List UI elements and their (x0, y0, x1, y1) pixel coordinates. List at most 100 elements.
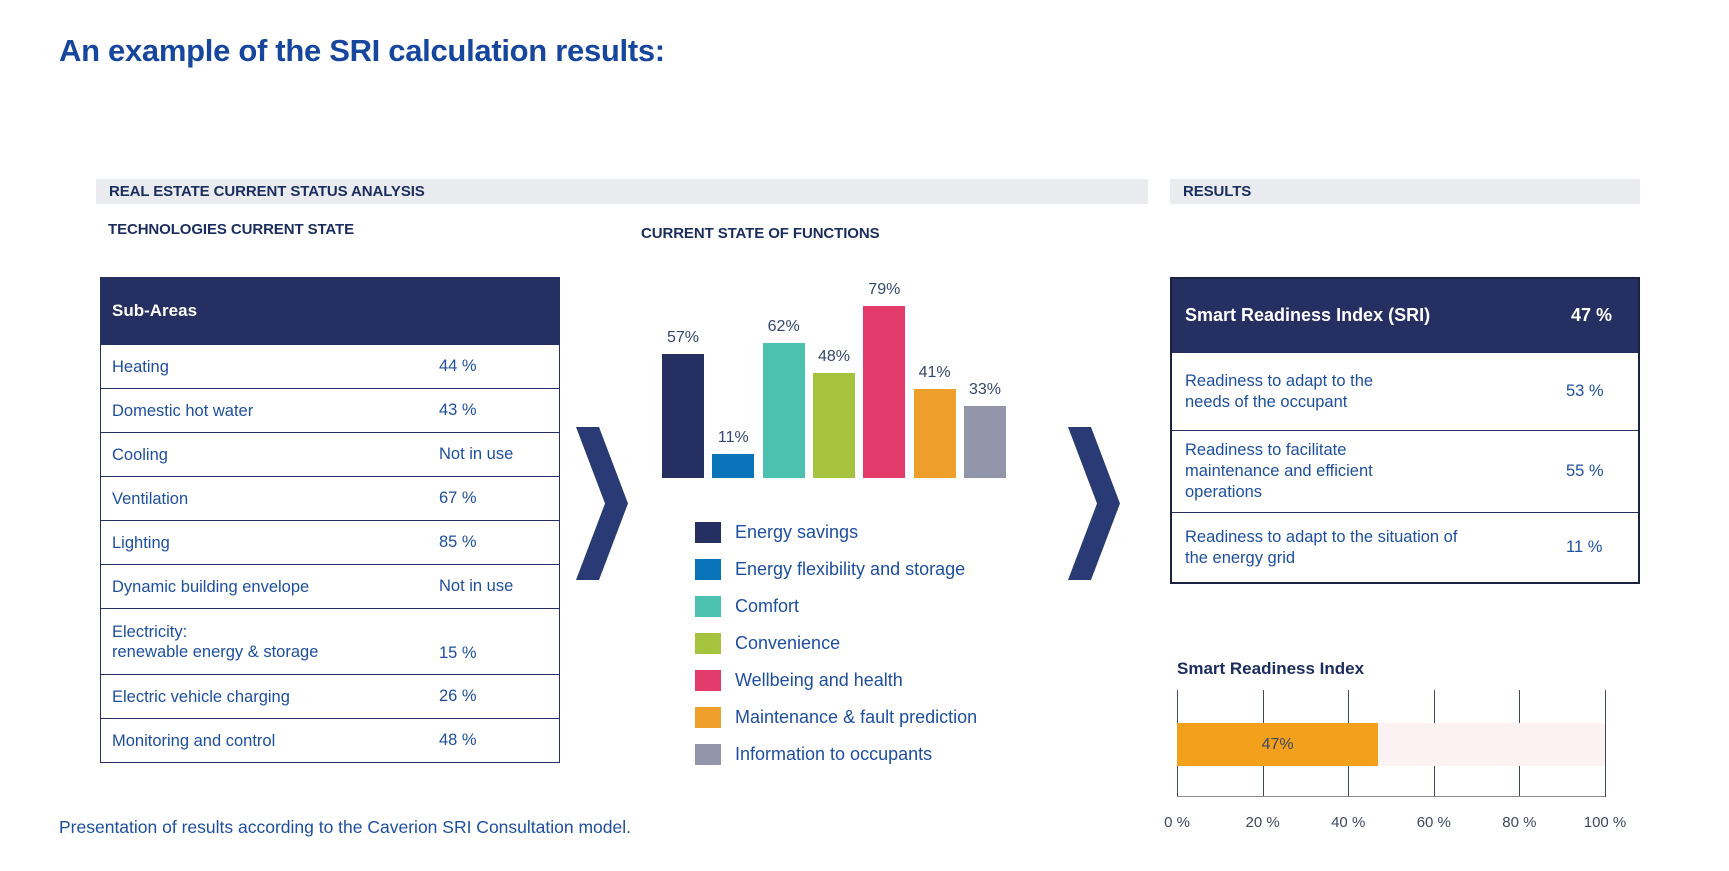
bar (963, 406, 1006, 478)
bar (863, 305, 906, 478)
legend-swatch (695, 743, 721, 765)
bar (712, 454, 755, 478)
bar (662, 353, 704, 478)
results-row-label: Readiness to adapt to the situation of t… (1185, 527, 1458, 567)
results-row-value: 53 % (1566, 382, 1604, 400)
gauge-gridline (1605, 690, 1606, 797)
results-row-value: 11 % (1566, 538, 1603, 556)
bar (762, 342, 805, 478)
bar-column: 48% (812, 348, 855, 478)
row-label: Domestic hot water (112, 401, 254, 420)
section-header-results: RESULTS (1170, 179, 1640, 204)
legend-label: Wellbeing and health (735, 669, 903, 690)
chevron-right-icon (1068, 427, 1120, 580)
row-label: Heating (112, 357, 169, 376)
bar-value-label: 11% (717, 429, 749, 447)
results-row: Readiness to adapt to the situation of t… (1172, 512, 1638, 582)
row-value: 15 % (439, 644, 477, 662)
sri-header-value: 47 % (1570, 305, 1612, 325)
axis-tick-label: 60 % (1416, 814, 1451, 831)
legend-label: Maintenance & fault prediction (735, 706, 978, 727)
table-row: Electricity: renewable energy & storage 1… (101, 608, 559, 674)
row-label: Dynamic building envelope (112, 577, 310, 596)
bar-column: 62% (762, 317, 805, 478)
bar-column: 57% (662, 329, 704, 478)
gauge-axis-line (1177, 796, 1605, 797)
sri-gauge-chart: 47% (1177, 690, 1606, 797)
legend-swatch (695, 669, 721, 691)
results-row-label: Readiness to facilitate maintenance and … (1185, 441, 1373, 501)
axis-tick-label: 100 % (1583, 814, 1627, 831)
sri-header-label: Smart Readiness Index (SRI) (1185, 305, 1431, 325)
table-row: Heating 44 % (101, 344, 559, 388)
bar-column: 41% (913, 363, 956, 478)
row-value: 43 % (439, 401, 477, 419)
row-label: Cooling (112, 445, 168, 464)
bar-value-label: 41% (918, 363, 951, 381)
sub-areas-table: Sub-Areas Heating 44 % Domestic hot water 4… (100, 277, 560, 763)
legend-swatch (695, 521, 721, 543)
row-value: 67 % (439, 489, 477, 507)
gauge-bar: 47% (1177, 723, 1379, 766)
bar-value-label: 62% (767, 317, 800, 335)
row-label: Ventilation (112, 489, 189, 508)
row-label: Lighting (112, 533, 170, 552)
bar-value-label: 48% (817, 348, 850, 366)
row-value: 26 % (439, 687, 477, 705)
page-title: An example of the SRI calculation result… (59, 33, 665, 68)
row-value: 48 % (439, 731, 477, 749)
table-row: Ventilation 67 % (101, 476, 559, 520)
legend-swatch (695, 595, 721, 617)
row-value: 85 % (439, 533, 477, 551)
table-row: Electric vehicle charging 26 % (101, 674, 559, 718)
legend-label: Convenience (735, 632, 841, 653)
legend-item: Energy flexibility and storage (695, 558, 977, 580)
axis-tick-label: 80 % (1502, 814, 1537, 831)
functions-bar-chart: 57% 11% 62% 48% 79% 41% 33% (662, 249, 1006, 478)
row-value: 44 % (439, 357, 477, 375)
technologies-subheading: TECHNOLOGIES CURRENT STATE (108, 221, 355, 238)
results-table-body: Readiness to adapt to the needs of the o… (1172, 352, 1638, 582)
results-row: Readiness to facilitate maintenance and … (1172, 430, 1638, 512)
legend-item: Energy savings (695, 521, 977, 543)
results-row-value: 55 % (1566, 462, 1604, 480)
row-label: Electric vehicle charging (112, 687, 290, 706)
legend-swatch (695, 558, 721, 580)
axis-tick-label: 20 % (1245, 814, 1280, 831)
legend-swatch (695, 632, 721, 654)
axis-tick-label: 40 % (1331, 814, 1366, 831)
bar-column: 79% (863, 280, 906, 478)
gauge-title: Smart Readiness Index (1177, 659, 1365, 678)
results-row-label: Readiness to adapt to the needs of the o… (1185, 371, 1374, 411)
legend-item: Wellbeing and health (695, 669, 977, 691)
functions-chart-legend: Energy savings Energy flexibility and sto… (695, 521, 977, 780)
results-row: Readiness to adapt to the needs of the o… (1172, 352, 1638, 430)
sub-areas-table-body: Heating 44 % Domestic hot water 43 % Cooling… (101, 344, 559, 762)
row-label: Electricity: renewable energy & storage (112, 622, 319, 661)
legend-label: Energy flexibility and storage (735, 558, 966, 579)
functions-chart-title: CURRENT STATE OF FUNCTIONS (641, 225, 880, 242)
results-table-header: Smart Readiness Index (SRI) 47 % (1172, 279, 1638, 352)
bar-value-label: 79% (868, 280, 901, 298)
axis-tick-label: 0 % (1164, 814, 1190, 831)
legend-item: Convenience (695, 632, 977, 654)
legend-swatch (695, 706, 721, 728)
bar (913, 388, 956, 478)
table-row: Dynamic building envelope Not in use (101, 564, 559, 608)
legend-label: Energy savings (735, 521, 859, 542)
table-row: Domestic hot water 43 % (101, 388, 559, 432)
gauge-axis-ticks: 0 % 20 % 40 % 60 % 80 % 100 % (1164, 814, 1626, 834)
legend-item: Maintenance & fault prediction (695, 706, 977, 728)
chevron-right-icon (576, 427, 628, 580)
row-label: Monitoring and control (112, 731, 276, 750)
results-table: Smart Readiness Index (SRI) 47 % Readine… (1170, 277, 1640, 584)
bar-value-label: 33% (968, 381, 1001, 399)
table-row: Lighting 85 % (101, 520, 559, 564)
section-header-analysis: REAL ESTATE CURRENT STATUS ANALYSIS (96, 179, 1148, 204)
table-row: Cooling Not in use (101, 432, 559, 476)
row-value: Not in use (439, 577, 514, 595)
footer-note: Presentation of results according to the… (59, 817, 631, 837)
bar-column: 11% (712, 429, 755, 478)
bar-column: 33% (963, 381, 1006, 478)
